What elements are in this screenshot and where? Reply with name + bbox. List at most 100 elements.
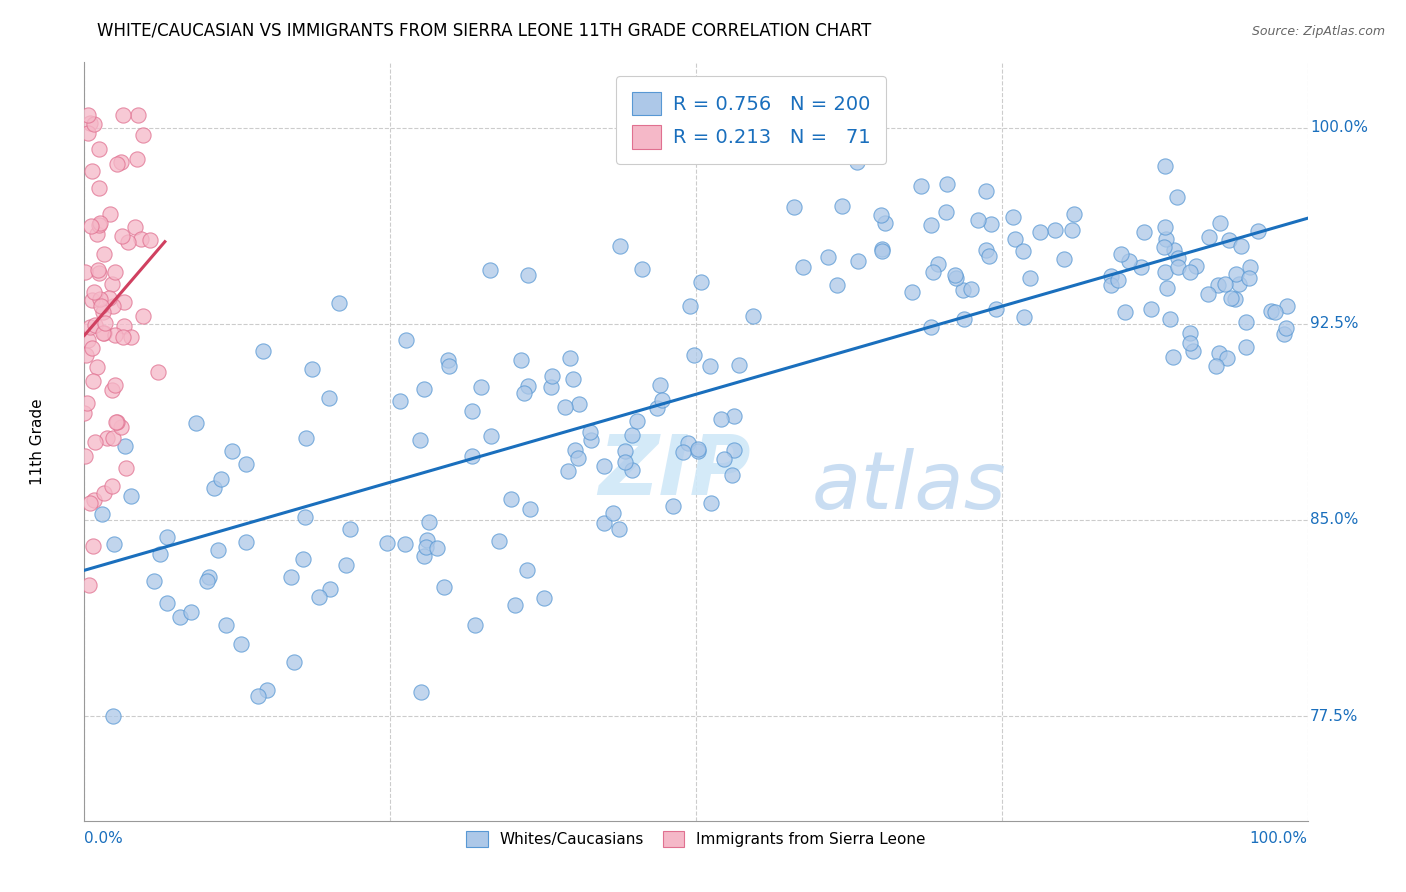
Point: [93, 326, 115, 340]
Point: [389, 393, 412, 408]
Point: [110, 419, 132, 434]
Point: [1237, 270, 1260, 285]
Point: [479, 428, 502, 442]
Point: [115, 460, 138, 475]
Point: [519, 502, 541, 516]
Point: [825, 278, 848, 293]
Point: [1118, 254, 1140, 268]
Point: [870, 242, 893, 256]
Point: [416, 533, 439, 547]
Text: 77.5%: 77.5%: [1310, 708, 1358, 723]
Point: [1043, 223, 1066, 237]
Point: [184, 416, 207, 430]
Point: [713, 452, 735, 467]
Point: [114, 439, 136, 453]
Point: [77, 333, 100, 347]
Point: [1275, 320, 1298, 334]
Point: [873, 216, 896, 230]
Point: [567, 451, 589, 466]
Point: [1153, 159, 1175, 173]
Point: [86, 227, 108, 241]
Point: [1163, 244, 1185, 258]
Point: [1154, 232, 1177, 246]
Point: [339, 522, 361, 536]
Point: [540, 380, 562, 394]
Point: [77, 126, 100, 140]
Point: [676, 435, 699, 450]
Legend: Whites/Caucasians, Immigrants from Sierra Leone: Whites/Caucasians, Immigrants from Sierr…: [458, 823, 934, 855]
Point: [318, 391, 340, 405]
Point: [120, 330, 142, 344]
Point: [1215, 351, 1237, 365]
Point: [79, 115, 101, 129]
Point: [869, 208, 891, 222]
Point: [1156, 281, 1178, 295]
Text: 100.0%: 100.0%: [1310, 120, 1368, 136]
Point: [110, 155, 132, 169]
Point: [247, 690, 270, 704]
Point: [561, 372, 583, 386]
Point: [626, 414, 648, 428]
Point: [952, 283, 974, 297]
Point: [436, 352, 458, 367]
Point: [91, 507, 114, 521]
Point: [510, 353, 533, 368]
Point: [1260, 304, 1282, 318]
Point: [984, 301, 1007, 316]
Point: [953, 311, 976, 326]
Point: [1225, 267, 1247, 281]
Point: [613, 454, 636, 468]
Point: [409, 433, 432, 447]
Point: [728, 358, 751, 372]
Point: [505, 598, 527, 612]
Text: atlas: atlas: [813, 448, 1007, 526]
Point: [86, 359, 108, 374]
Point: [1275, 299, 1298, 313]
Text: 100.0%: 100.0%: [1250, 831, 1308, 847]
Point: [921, 265, 943, 279]
Point: [117, 235, 139, 250]
Point: [1012, 244, 1035, 258]
Point: [94, 316, 117, 330]
Point: [1197, 287, 1219, 301]
Point: [197, 574, 219, 588]
Point: [231, 637, 253, 651]
Point: [112, 295, 135, 310]
Point: [1264, 305, 1286, 319]
Point: [1185, 259, 1208, 273]
Point: [581, 433, 603, 447]
Point: [1018, 271, 1040, 285]
Point: [1029, 225, 1052, 239]
Point: [142, 574, 165, 588]
Point: [1107, 273, 1129, 287]
Point: [1178, 265, 1201, 279]
Point: [533, 591, 555, 605]
Point: [1153, 265, 1175, 279]
Point: [328, 296, 350, 310]
Point: [645, 401, 668, 416]
Point: [614, 444, 637, 458]
Point: [80, 341, 103, 355]
Point: [129, 232, 152, 246]
Point: [974, 243, 997, 257]
Point: [395, 333, 418, 347]
Point: [1154, 219, 1177, 234]
Point: [607, 522, 630, 536]
Point: [87, 142, 110, 156]
Point: [1159, 312, 1181, 326]
Point: [1140, 302, 1163, 317]
Point: [103, 431, 125, 445]
Text: 85.0%: 85.0%: [1310, 513, 1358, 527]
Point: [1166, 190, 1188, 204]
Text: 92.5%: 92.5%: [1310, 317, 1358, 332]
Point: [82, 164, 104, 178]
Point: [169, 610, 191, 624]
Point: [98, 207, 121, 221]
Point: [87, 262, 110, 277]
Point: [593, 459, 616, 474]
Point: [817, 250, 839, 264]
Point: [1225, 293, 1247, 307]
Point: [515, 563, 537, 577]
Point: [101, 277, 124, 291]
Point: [101, 299, 124, 313]
